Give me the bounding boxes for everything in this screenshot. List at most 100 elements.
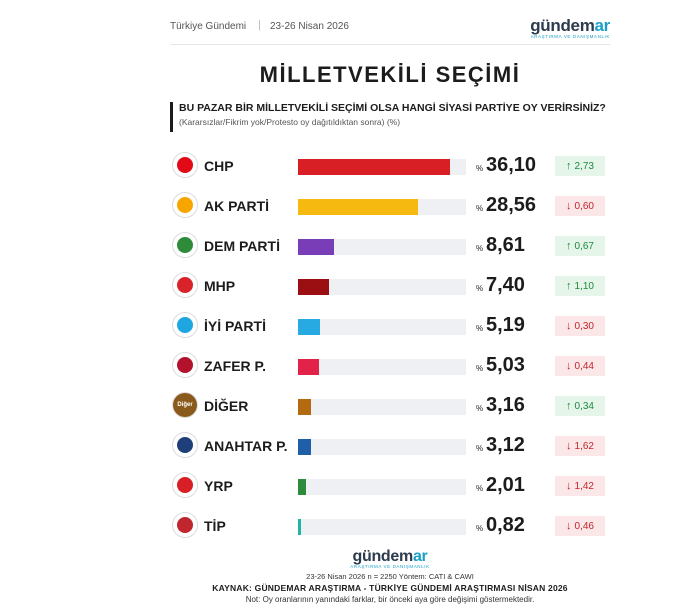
change-badge: ↓ 0,60 (555, 196, 605, 216)
party-logo-icon (172, 352, 198, 378)
party-name: DİĞER (204, 398, 249, 414)
party-name: ZAFER P. (204, 358, 266, 374)
change-badge: ↓ 0,46 (555, 516, 605, 536)
party-name: ANAHTAR P. (204, 438, 288, 454)
header-date: 23-26 Nisan 2026 (270, 21, 349, 32)
party-emblem-icon (177, 477, 193, 493)
logo-word-b: ar (594, 16, 611, 35)
footer-note: Not: Oy oranlarının yanındaki farklar, b… (245, 595, 535, 604)
party-logo-icon (172, 232, 198, 258)
bar-di-ğer (298, 399, 312, 415)
bar-anahtar-p (298, 439, 312, 455)
percent-sign: % (476, 364, 484, 373)
party-logo-label: Diğer (177, 402, 193, 408)
bar-chp (298, 159, 450, 175)
party-logo-icon (172, 312, 198, 338)
percent-sign: % (476, 484, 484, 493)
change-badge: ↓ 0,30 (555, 316, 605, 336)
party-row: ANAHTAR P.% 3,12 ↓ 1,62 (170, 432, 610, 462)
bar-track (298, 279, 466, 295)
party-name: DEM PARTİ (204, 238, 280, 254)
bar-yrp (298, 479, 307, 495)
change-value: 0,60 (574, 200, 594, 212)
party-emblem-icon: Diğer (173, 393, 197, 417)
change-value: 0,30 (574, 320, 594, 332)
bar-ak-parti (298, 199, 418, 215)
chart-title: MİLLETVEKİLİ SEÇİMİ (259, 62, 521, 87)
arrow-up-icon: ↑ (566, 400, 572, 412)
arrow-up-icon: ↑ (566, 240, 572, 252)
logo-word-a: gündem (530, 16, 595, 35)
change-value: 1,42 (574, 480, 594, 492)
change-value: 0,34 (574, 400, 594, 412)
party-emblem-icon (177, 237, 193, 253)
party-row: AK PARTİ% 28,56 ↓ 0,60 (170, 192, 610, 222)
party-name: AK PARTİ (204, 198, 270, 214)
arrow-down-icon: ↓ (566, 520, 572, 532)
party-emblem-icon (177, 437, 193, 453)
party-name: MHP (204, 278, 236, 294)
arrow-down-icon: ↓ (566, 200, 572, 212)
data-label-percentage: 28,56 (486, 194, 537, 216)
arrow-up-icon: ↑ (566, 160, 572, 172)
gundemar-logo: gündemar ARAŞTIRMA VE DANIŞMANLIK (530, 16, 610, 39)
bar-track (298, 239, 466, 255)
logo-wordmark: gündemar (530, 16, 610, 36)
change-badge: ↑ 0,67 (555, 236, 605, 256)
data-label-percentage: 7,40 (486, 274, 525, 296)
change-badge: ↓ 1,42 (555, 476, 605, 496)
party-row: CHP% 36,10 ↑ 2,73 (170, 152, 610, 182)
bar-mhp (298, 279, 330, 295)
party-row: MHP% 7,40 ↑ 1,10 (170, 272, 610, 302)
arrow-down-icon: ↓ (566, 480, 572, 492)
bar-ti-p (298, 519, 302, 535)
header: Türkiye Gündemi | 23-26 Nisan 2026 günde… (170, 16, 610, 45)
party-name: İYİ PARTİ (204, 318, 266, 334)
bar-track (298, 159, 466, 175)
party-row: DEM PARTİ% 8,61 ↑ 0,67 (170, 232, 610, 262)
party-logo-icon (172, 432, 198, 458)
footer-logo-word-b: ar (412, 548, 428, 565)
bar-track (298, 399, 466, 415)
data-label-percentage: 36,10 (486, 154, 537, 176)
bar-track (298, 519, 466, 535)
arrow-down-icon: ↓ (566, 440, 572, 452)
party-row: YRP% 2,01 ↓ 1,42 (170, 472, 610, 502)
party-logo-icon (172, 472, 198, 498)
data-label-percentage: 8,61 (486, 234, 525, 256)
change-value: 0,46 (574, 520, 594, 532)
footer: gündemar ARAŞTIRMA VE DANIŞMANLIK 23-26 … (160, 548, 620, 604)
change-badge: ↑ 0,34 (555, 396, 605, 416)
bar-track (298, 359, 466, 375)
change-badge: ↑ 1,10 (555, 276, 605, 296)
percent-sign: % (476, 524, 484, 533)
arrow-down-icon: ↓ (566, 320, 572, 332)
percent-sign: % (476, 284, 484, 293)
party-emblem-icon (177, 517, 193, 533)
header-separator: | (258, 19, 261, 31)
arrow-down-icon: ↓ (566, 360, 572, 372)
change-badge: ↑ 2,73 (555, 156, 605, 176)
change-badge: ↓ 0,44 (555, 356, 605, 376)
change-value: 0,44 (574, 360, 594, 372)
footer-logo-word-a: gündem (352, 548, 414, 565)
bar-track (298, 199, 466, 215)
party-logo-icon (172, 272, 198, 298)
percent-sign: % (476, 164, 484, 173)
party-row: ZAFER P.% 5,03 ↓ 0,44 (170, 352, 610, 382)
question-note: (Kararsızlar/Fikrim yok/Protesto oy dağı… (179, 117, 401, 127)
party-logo-icon (172, 192, 198, 218)
bar-track (298, 479, 466, 495)
bar-dem-parti (298, 239, 335, 255)
data-label-percentage: 5,03 (486, 354, 525, 376)
arrow-up-icon: ↑ (566, 280, 572, 292)
party-name: CHP (204, 158, 234, 174)
percent-sign: % (476, 444, 484, 453)
party-logo-icon (172, 152, 198, 178)
footer-logo-wordmark: gündemar (160, 548, 620, 566)
change-value: 1,62 (574, 440, 594, 452)
party-row: İYİ PARTİ% 5,19 ↓ 0,30 (170, 312, 610, 342)
bar-track (298, 319, 466, 335)
party-name: YRP (204, 478, 233, 494)
bar-zafer-p (298, 359, 320, 375)
